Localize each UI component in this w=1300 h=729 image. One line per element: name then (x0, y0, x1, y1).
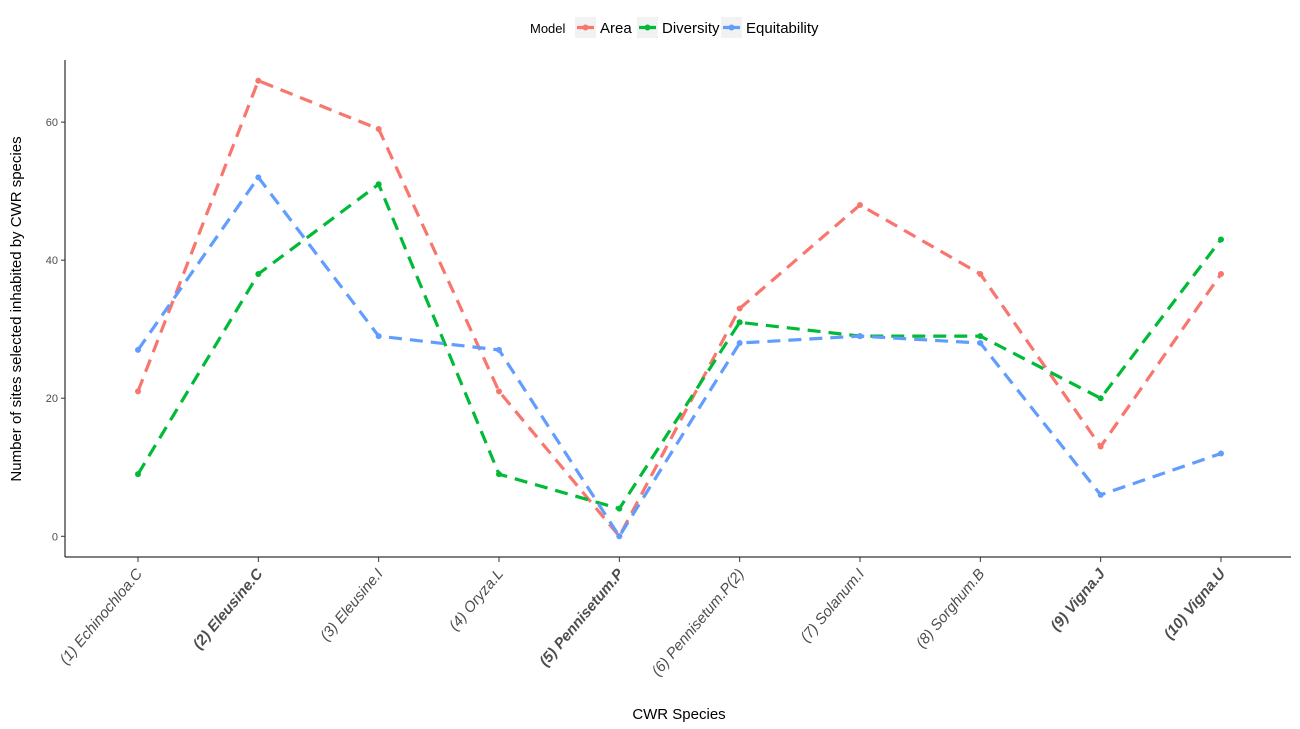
data-point (255, 174, 262, 181)
x-tick-label: (3) Eleusine.I (317, 566, 387, 645)
legend-key-point (728, 24, 735, 31)
series-line-area (136, 79, 1223, 538)
x-tick-label: (1) Echinochloa.C (56, 566, 146, 668)
data-point (375, 333, 382, 340)
series-group (135, 77, 1224, 540)
y-tick-label: 60 (46, 117, 58, 129)
legend-key-point (644, 24, 651, 31)
series-area (135, 77, 1224, 540)
legend-item-equitability: Equitability (721, 17, 819, 38)
series-line-diversity (136, 182, 1223, 511)
data-point (857, 333, 863, 340)
legend: Model Area Diversity Equitability (530, 17, 819, 38)
data-point (736, 305, 743, 312)
data-point (255, 77, 262, 84)
data-point (977, 340, 984, 347)
data-point (616, 533, 623, 540)
data-point (496, 471, 502, 478)
data-point (496, 388, 502, 395)
x-tick-label: (10) Vigna.U (1161, 565, 1230, 643)
data-point (977, 333, 984, 340)
x-tick-label: (4) Oryza.L (446, 566, 507, 634)
data-point (1097, 443, 1104, 450)
series-diversity (135, 181, 1224, 512)
data-point (135, 388, 141, 395)
y-tick-label: 0 (52, 531, 58, 543)
data-point (1218, 270, 1224, 277)
y-axis-ticks: 0 20 40 60 (46, 117, 65, 543)
data-point (616, 505, 623, 512)
data-point (1218, 236, 1224, 243)
x-tick-label: (5) Pennisetum.P (536, 565, 628, 670)
data-point (1097, 491, 1104, 498)
data-point (135, 471, 141, 478)
x-tick-label: (9) Vigna.J (1047, 565, 1109, 634)
x-tick-label: (7) Solanum.I (797, 566, 868, 646)
data-point (375, 181, 382, 188)
legend-label: Diversity (662, 20, 720, 37)
data-point (857, 201, 863, 208)
y-tick-label: 20 (46, 393, 58, 405)
x-tick-label: (6) Pennisetum.P(2) (648, 566, 747, 680)
data-point (736, 319, 743, 326)
data-point (1097, 395, 1104, 402)
x-tick-label: (8) Sorghum.B (913, 566, 989, 652)
data-point (1218, 450, 1224, 457)
legend-title: Model (530, 21, 566, 36)
legend-item-diversity: Diversity (637, 17, 720, 38)
data-point (977, 270, 984, 277)
series-line-equitability (136, 175, 1222, 538)
legend-key-point (582, 24, 589, 31)
legend-label: Equitability (746, 20, 819, 37)
data-point (375, 126, 382, 133)
data-point (736, 340, 743, 347)
x-axis-ticks: (1) Echinochloa.C (2) Eleusine.C (3) Eleus… (56, 557, 1230, 680)
legend-item-area: Area (575, 17, 632, 38)
x-tick-label: (2) Eleusine.C (190, 565, 268, 653)
legend-label: Area (600, 20, 632, 37)
y-tick-label: 40 (46, 255, 58, 267)
y-axis-title: Number of sites selected inhabited by CW… (8, 136, 25, 481)
data-point (255, 270, 262, 277)
x-axis-title: CWR Species (632, 706, 725, 723)
series-equitability (135, 174, 1224, 540)
data-point (135, 346, 141, 353)
data-point (496, 346, 502, 353)
